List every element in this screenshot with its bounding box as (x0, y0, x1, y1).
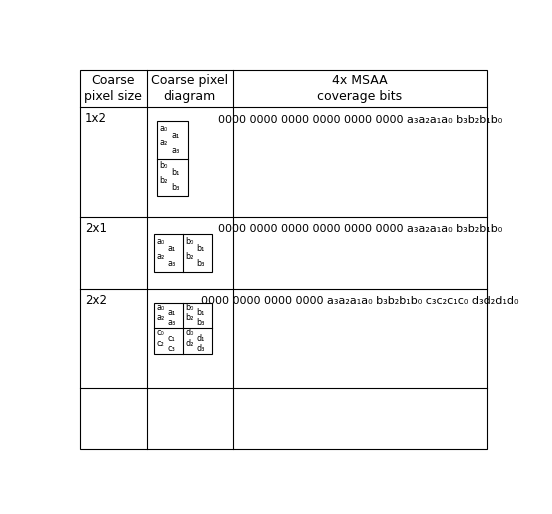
Text: a₁: a₁ (172, 131, 179, 140)
Text: a₁: a₁ (167, 244, 176, 253)
Text: a₂: a₂ (156, 252, 164, 261)
Text: a₀: a₀ (156, 236, 164, 246)
Text: a₁: a₁ (167, 308, 176, 317)
Text: b₃: b₃ (197, 318, 205, 327)
Text: 0000 0000 0000 0000 a₃a₂a₁a₀ b₃b₂b₁b₀ c₃c₂c₁c₀ d₃d₂d₁d₀: 0000 0000 0000 0000 a₃a₂a₁a₀ b₃b₂b₁b₀ c₃… (201, 296, 519, 306)
Text: b₁: b₁ (172, 168, 180, 177)
Text: b₀: b₀ (160, 161, 168, 170)
Text: d₀: d₀ (185, 328, 194, 338)
Text: b₀: b₀ (185, 236, 194, 246)
Bar (154, 234, 212, 272)
Text: a₂: a₂ (156, 313, 164, 322)
Bar (157, 121, 188, 196)
Text: c₁: c₁ (167, 334, 175, 343)
Text: 2x1: 2x1 (85, 222, 107, 235)
Text: a₃: a₃ (167, 318, 176, 327)
Text: b₂: b₂ (160, 176, 168, 185)
Text: d₁: d₁ (197, 334, 205, 343)
Text: d₂: d₂ (185, 339, 194, 348)
Text: 0000 0000 0000 0000 0000 0000 a₃a₂a₁a₀ b₃b₂b₁b₀: 0000 0000 0000 0000 0000 0000 a₃a₂a₁a₀ b… (218, 115, 502, 124)
Text: d₃: d₃ (197, 344, 205, 353)
Text: 1x2: 1x2 (85, 112, 107, 125)
Text: 0000 0000 0000 0000 0000 0000 a₃a₂a₁a₀ b₃b₂b₁b₀: 0000 0000 0000 0000 0000 0000 a₃a₂a₁a₀ b… (218, 224, 502, 234)
Text: b₂: b₂ (185, 313, 194, 322)
Text: b₁: b₁ (197, 244, 205, 253)
Text: a₂: a₂ (160, 138, 168, 148)
Text: c₀: c₀ (156, 328, 164, 338)
Text: b₁: b₁ (197, 308, 205, 317)
Text: c₃: c₃ (167, 344, 175, 353)
Text: Coarse
pixel size: Coarse pixel size (84, 75, 142, 103)
Bar (154, 303, 212, 354)
Text: 4x MSAA
coverage bits: 4x MSAA coverage bits (317, 75, 402, 103)
Text: b₂: b₂ (185, 252, 194, 261)
Text: a₀: a₀ (156, 303, 164, 311)
Text: a₀: a₀ (160, 123, 168, 133)
Text: a₃: a₃ (172, 146, 179, 155)
Text: b₀: b₀ (185, 303, 194, 311)
Text: c₂: c₂ (156, 339, 164, 348)
Text: 2x2: 2x2 (85, 294, 107, 307)
Text: Coarse pixel
diagram: Coarse pixel diagram (151, 75, 229, 103)
Text: b₃: b₃ (172, 183, 180, 192)
Text: b₃: b₃ (197, 259, 205, 268)
Text: a₃: a₃ (167, 259, 176, 268)
